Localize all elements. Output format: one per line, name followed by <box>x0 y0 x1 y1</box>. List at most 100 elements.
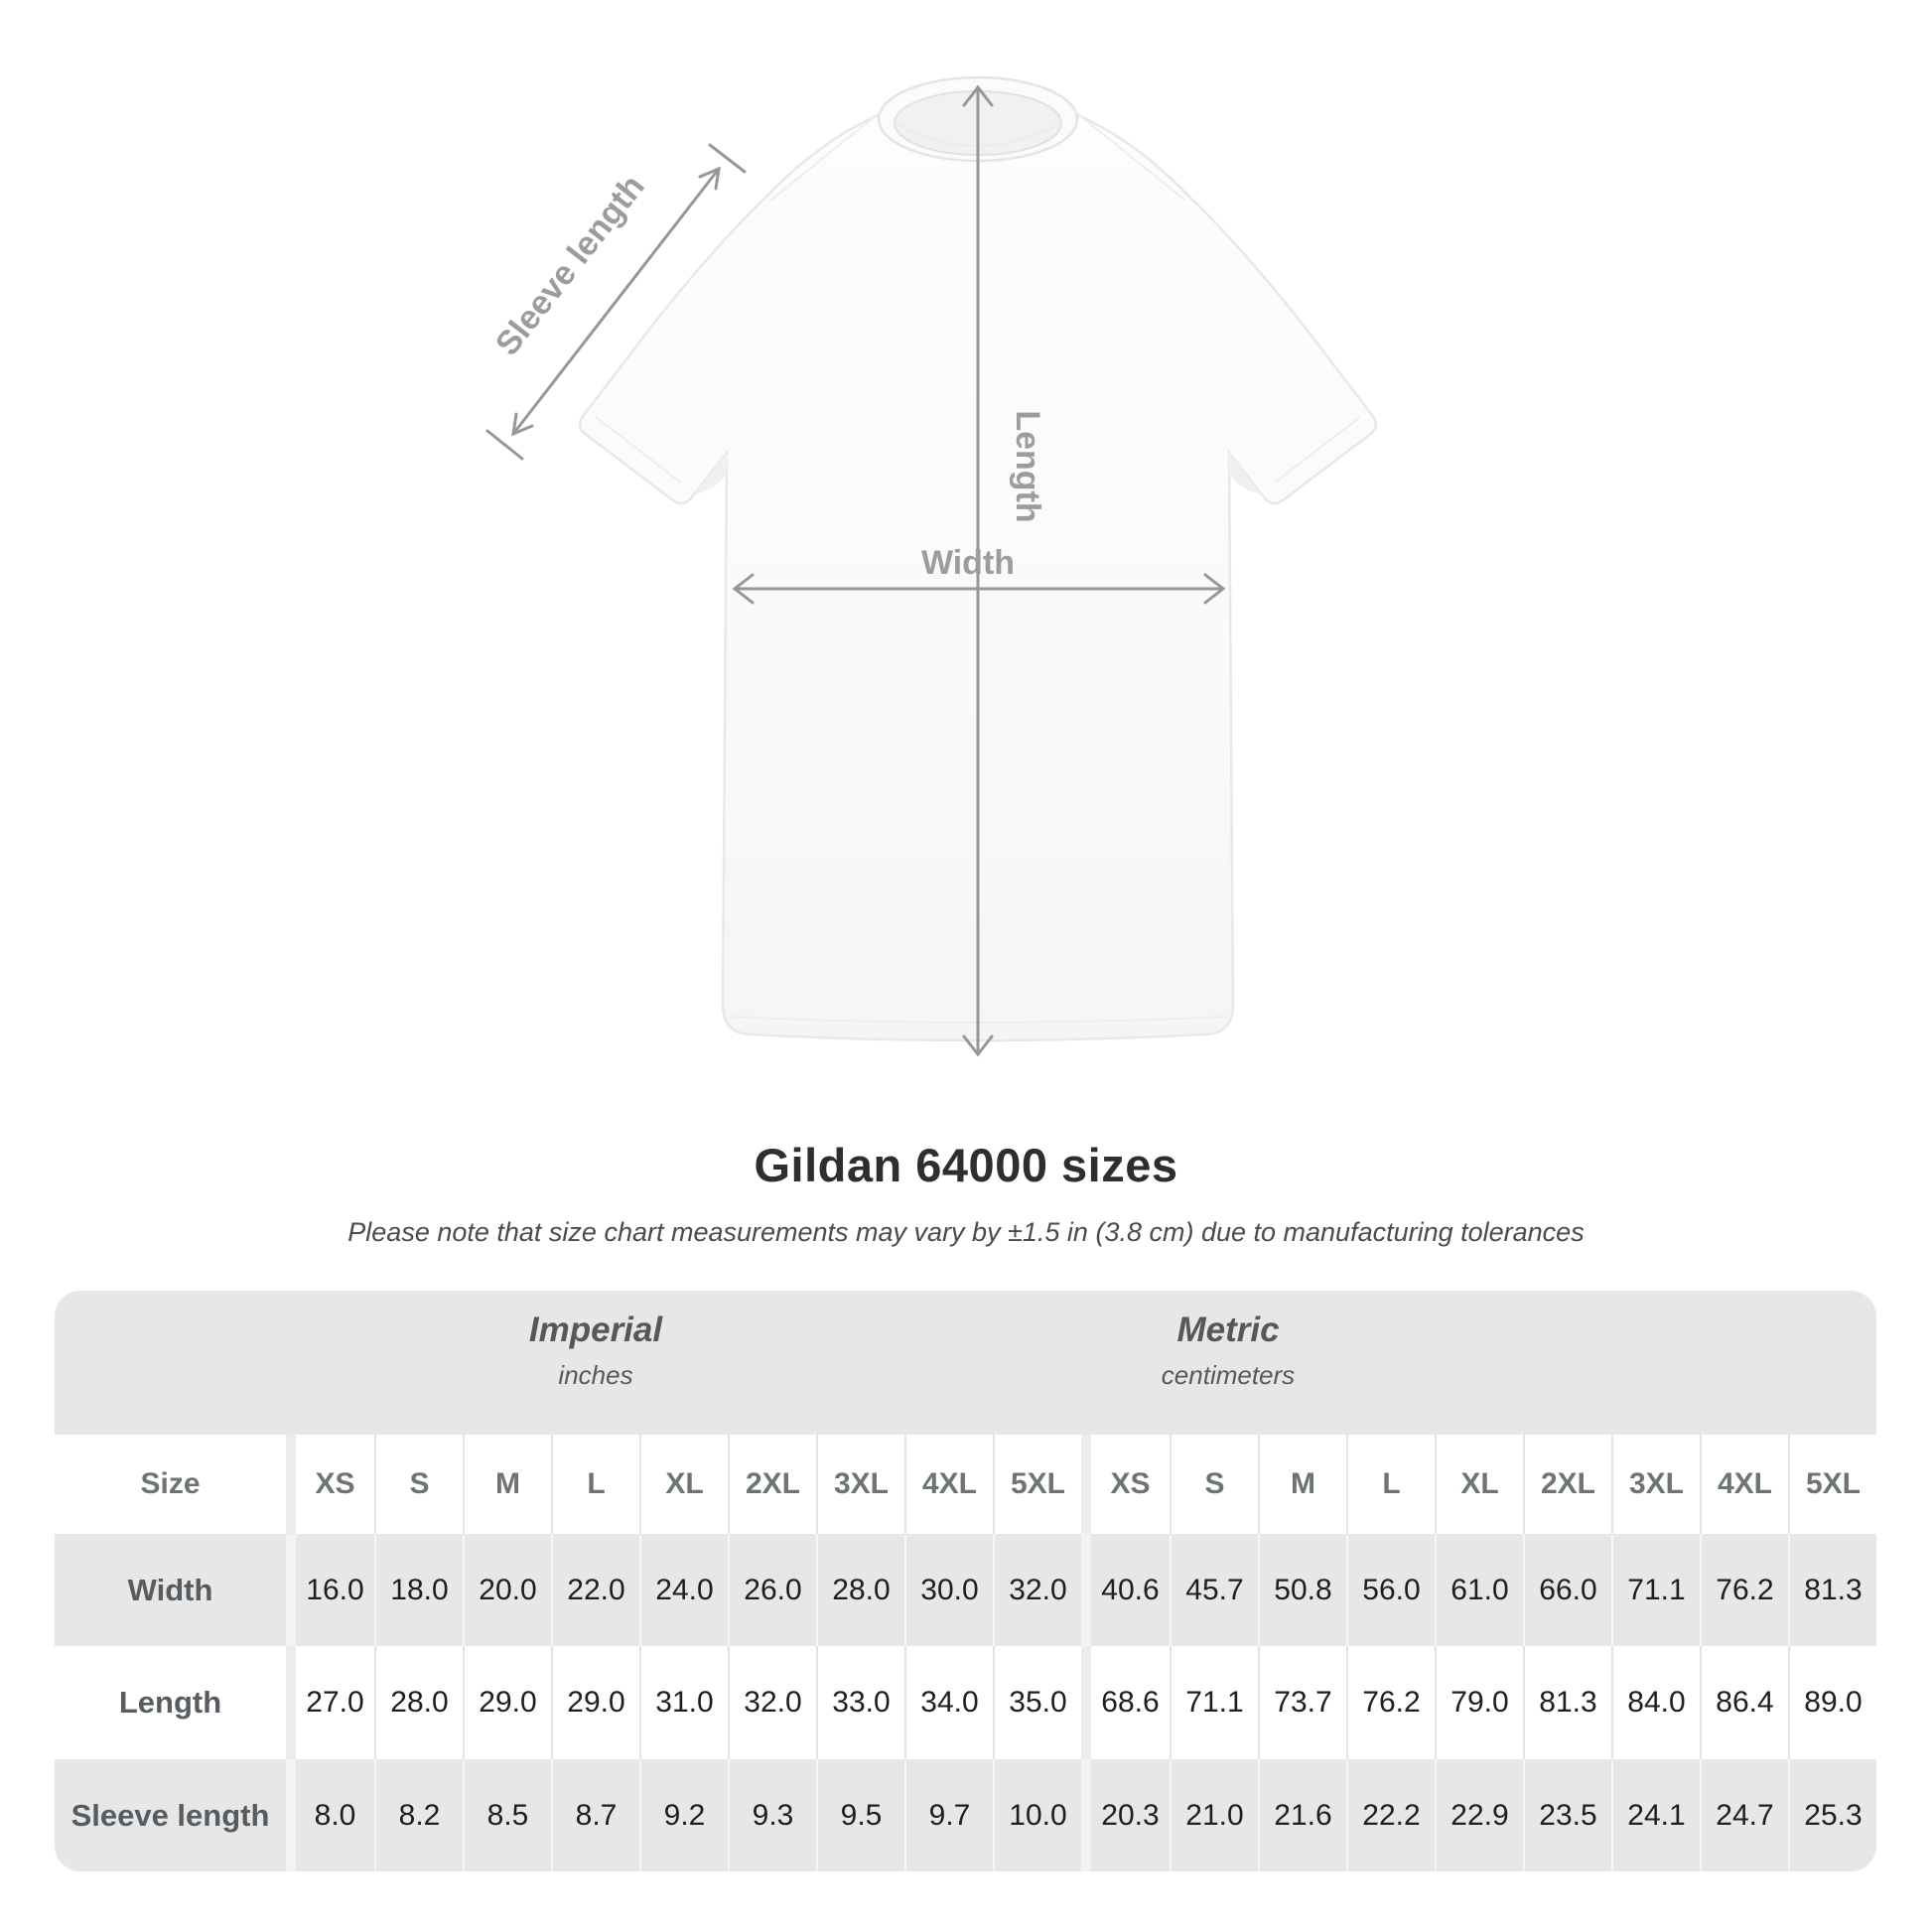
measurement-row-width: Width 16.0 18.0 20.0 22.0 24.0 26.0 28.0… <box>55 1534 1876 1646</box>
group-unit-metric: centimeters <box>1161 1360 1296 1390</box>
value-cell: 35.0 <box>993 1646 1081 1759</box>
size-col-header: S <box>374 1435 463 1534</box>
size-header-row: Size XS S M L XL 2XL 3XL 4XL 5XL XS S M … <box>55 1435 1876 1534</box>
value-cell: 29.0 <box>463 1646 551 1759</box>
value-cell: 21.0 <box>1170 1759 1258 1871</box>
row-label: Sleeve length <box>70 1797 270 1833</box>
value-cell: 34.0 <box>904 1646 993 1759</box>
value-cell: 56.0 <box>1346 1534 1435 1646</box>
size-col-header: S <box>1170 1435 1258 1534</box>
value-cell: 24.1 <box>1611 1759 1700 1871</box>
size-header-cell: Size <box>140 1467 201 1500</box>
size-col-header: 2XL <box>1523 1435 1611 1534</box>
width-label: Width <box>921 544 1015 582</box>
value-cell: 32.0 <box>728 1646 816 1759</box>
value-cell: 27.0 <box>286 1646 374 1759</box>
value-cell: 20.3 <box>1081 1759 1170 1871</box>
tshirt-svg: Sleeve length Length Width <box>485 75 1378 1057</box>
value-cell: 68.6 <box>1081 1646 1170 1759</box>
size-col-header: XS <box>286 1435 374 1534</box>
value-cell: 9.7 <box>904 1759 993 1871</box>
measurement-row-sleeve: Sleeve length 8.0 8.2 8.5 8.7 9.2 9.3 9.… <box>55 1759 1876 1871</box>
group-title-imperial: Imperial <box>528 1311 663 1349</box>
group-header-metric: Metric centimeters <box>831 1311 1625 1391</box>
value-cell: 28.0 <box>374 1646 463 1759</box>
group-unit-imperial: inches <box>558 1360 633 1390</box>
size-col-header: 5XL <box>993 1435 1081 1534</box>
value-cell: 45.7 <box>1170 1534 1258 1646</box>
measurement-row-length: Length 27.0 28.0 29.0 29.0 31.0 32.0 33.… <box>55 1646 1876 1759</box>
value-cell: 71.1 <box>1170 1646 1258 1759</box>
value-cell: 8.2 <box>374 1759 463 1871</box>
group-header-imperial: Imperial inches <box>199 1311 993 1391</box>
value-cell: 28.0 <box>816 1534 904 1646</box>
value-cell: 79.0 <box>1435 1646 1523 1759</box>
page-subtitle: Please note that size chart measurements… <box>347 1217 1585 1247</box>
value-cell: 61.0 <box>1435 1534 1523 1646</box>
size-col-header: M <box>463 1435 551 1534</box>
value-cell: 40.6 <box>1081 1534 1170 1646</box>
group-title-metric: Metric <box>1176 1311 1280 1349</box>
size-col-header: 4XL <box>1700 1435 1788 1534</box>
value-cell: 76.2 <box>1346 1646 1435 1759</box>
sleeve-length-label: Sleeve length <box>488 168 652 362</box>
row-label: Width <box>127 1572 213 1607</box>
value-cell: 21.6 <box>1258 1759 1346 1871</box>
value-cell: 8.7 <box>551 1759 639 1871</box>
value-cell: 22.2 <box>1346 1759 1435 1871</box>
value-cell: 76.2 <box>1700 1534 1788 1646</box>
value-cell: 32.0 <box>993 1534 1081 1646</box>
size-col-header: XL <box>1435 1435 1523 1534</box>
value-cell: 89.0 <box>1788 1646 1876 1759</box>
value-cell: 22.9 <box>1435 1759 1523 1871</box>
size-col-header: L <box>551 1435 639 1534</box>
value-cell: 24.0 <box>639 1534 728 1646</box>
size-col-header: L <box>1346 1435 1435 1534</box>
value-cell: 9.3 <box>728 1759 816 1871</box>
value-cell: 24.7 <box>1700 1759 1788 1871</box>
value-cell: 30.0 <box>904 1534 993 1646</box>
size-col-header: XL <box>639 1435 728 1534</box>
value-cell: 33.0 <box>816 1646 904 1759</box>
value-cell: 66.0 <box>1523 1534 1611 1646</box>
value-cell: 18.0 <box>374 1534 463 1646</box>
size-col-header: 5XL <box>1788 1435 1876 1534</box>
sleeve-length-arrow <box>485 143 747 461</box>
value-cell: 29.0 <box>551 1646 639 1759</box>
size-col-header: 2XL <box>728 1435 816 1534</box>
value-cell: 9.2 <box>639 1759 728 1871</box>
value-cell: 73.7 <box>1258 1646 1346 1759</box>
width-arrow <box>732 573 1226 605</box>
size-col-header: 3XL <box>816 1435 904 1534</box>
length-label: Length <box>1009 410 1046 522</box>
page-title: Gildan 64000 sizes <box>754 1139 1178 1191</box>
size-col-header: XS <box>1081 1435 1170 1534</box>
value-cell: 8.5 <box>463 1759 551 1871</box>
value-cell: 16.0 <box>286 1534 374 1646</box>
value-cell: 81.3 <box>1788 1534 1876 1646</box>
value-cell: 23.5 <box>1523 1759 1611 1871</box>
measurement-annotations <box>485 84 1226 1057</box>
length-arrow <box>962 84 994 1057</box>
size-table: Size XS S M L XL 2XL 3XL 4XL 5XL XS S M … <box>55 1435 1876 1871</box>
value-cell: 86.4 <box>1700 1646 1788 1759</box>
value-cell: 31.0 <box>639 1646 728 1759</box>
size-col-header: M <box>1258 1435 1346 1534</box>
value-cell: 8.0 <box>286 1759 374 1871</box>
value-cell: 71.1 <box>1611 1534 1700 1646</box>
value-cell: 26.0 <box>728 1534 816 1646</box>
value-cell: 9.5 <box>816 1759 904 1871</box>
value-cell: 20.0 <box>463 1534 551 1646</box>
size-chart: Imperial inches Metric centimeters Size … <box>55 1291 1876 1871</box>
size-col-header: 4XL <box>904 1435 993 1534</box>
size-col-header: 3XL <box>1611 1435 1700 1534</box>
value-cell: 25.3 <box>1788 1759 1876 1871</box>
row-label: Length <box>118 1685 222 1720</box>
tshirt-diagram: Sleeve length Length Width <box>485 75 1378 1057</box>
value-cell: 84.0 <box>1611 1646 1700 1759</box>
value-cell: 50.8 <box>1258 1534 1346 1646</box>
value-cell: 10.0 <box>993 1759 1081 1871</box>
value-cell: 81.3 <box>1523 1646 1611 1759</box>
value-cell: 22.0 <box>551 1534 639 1646</box>
